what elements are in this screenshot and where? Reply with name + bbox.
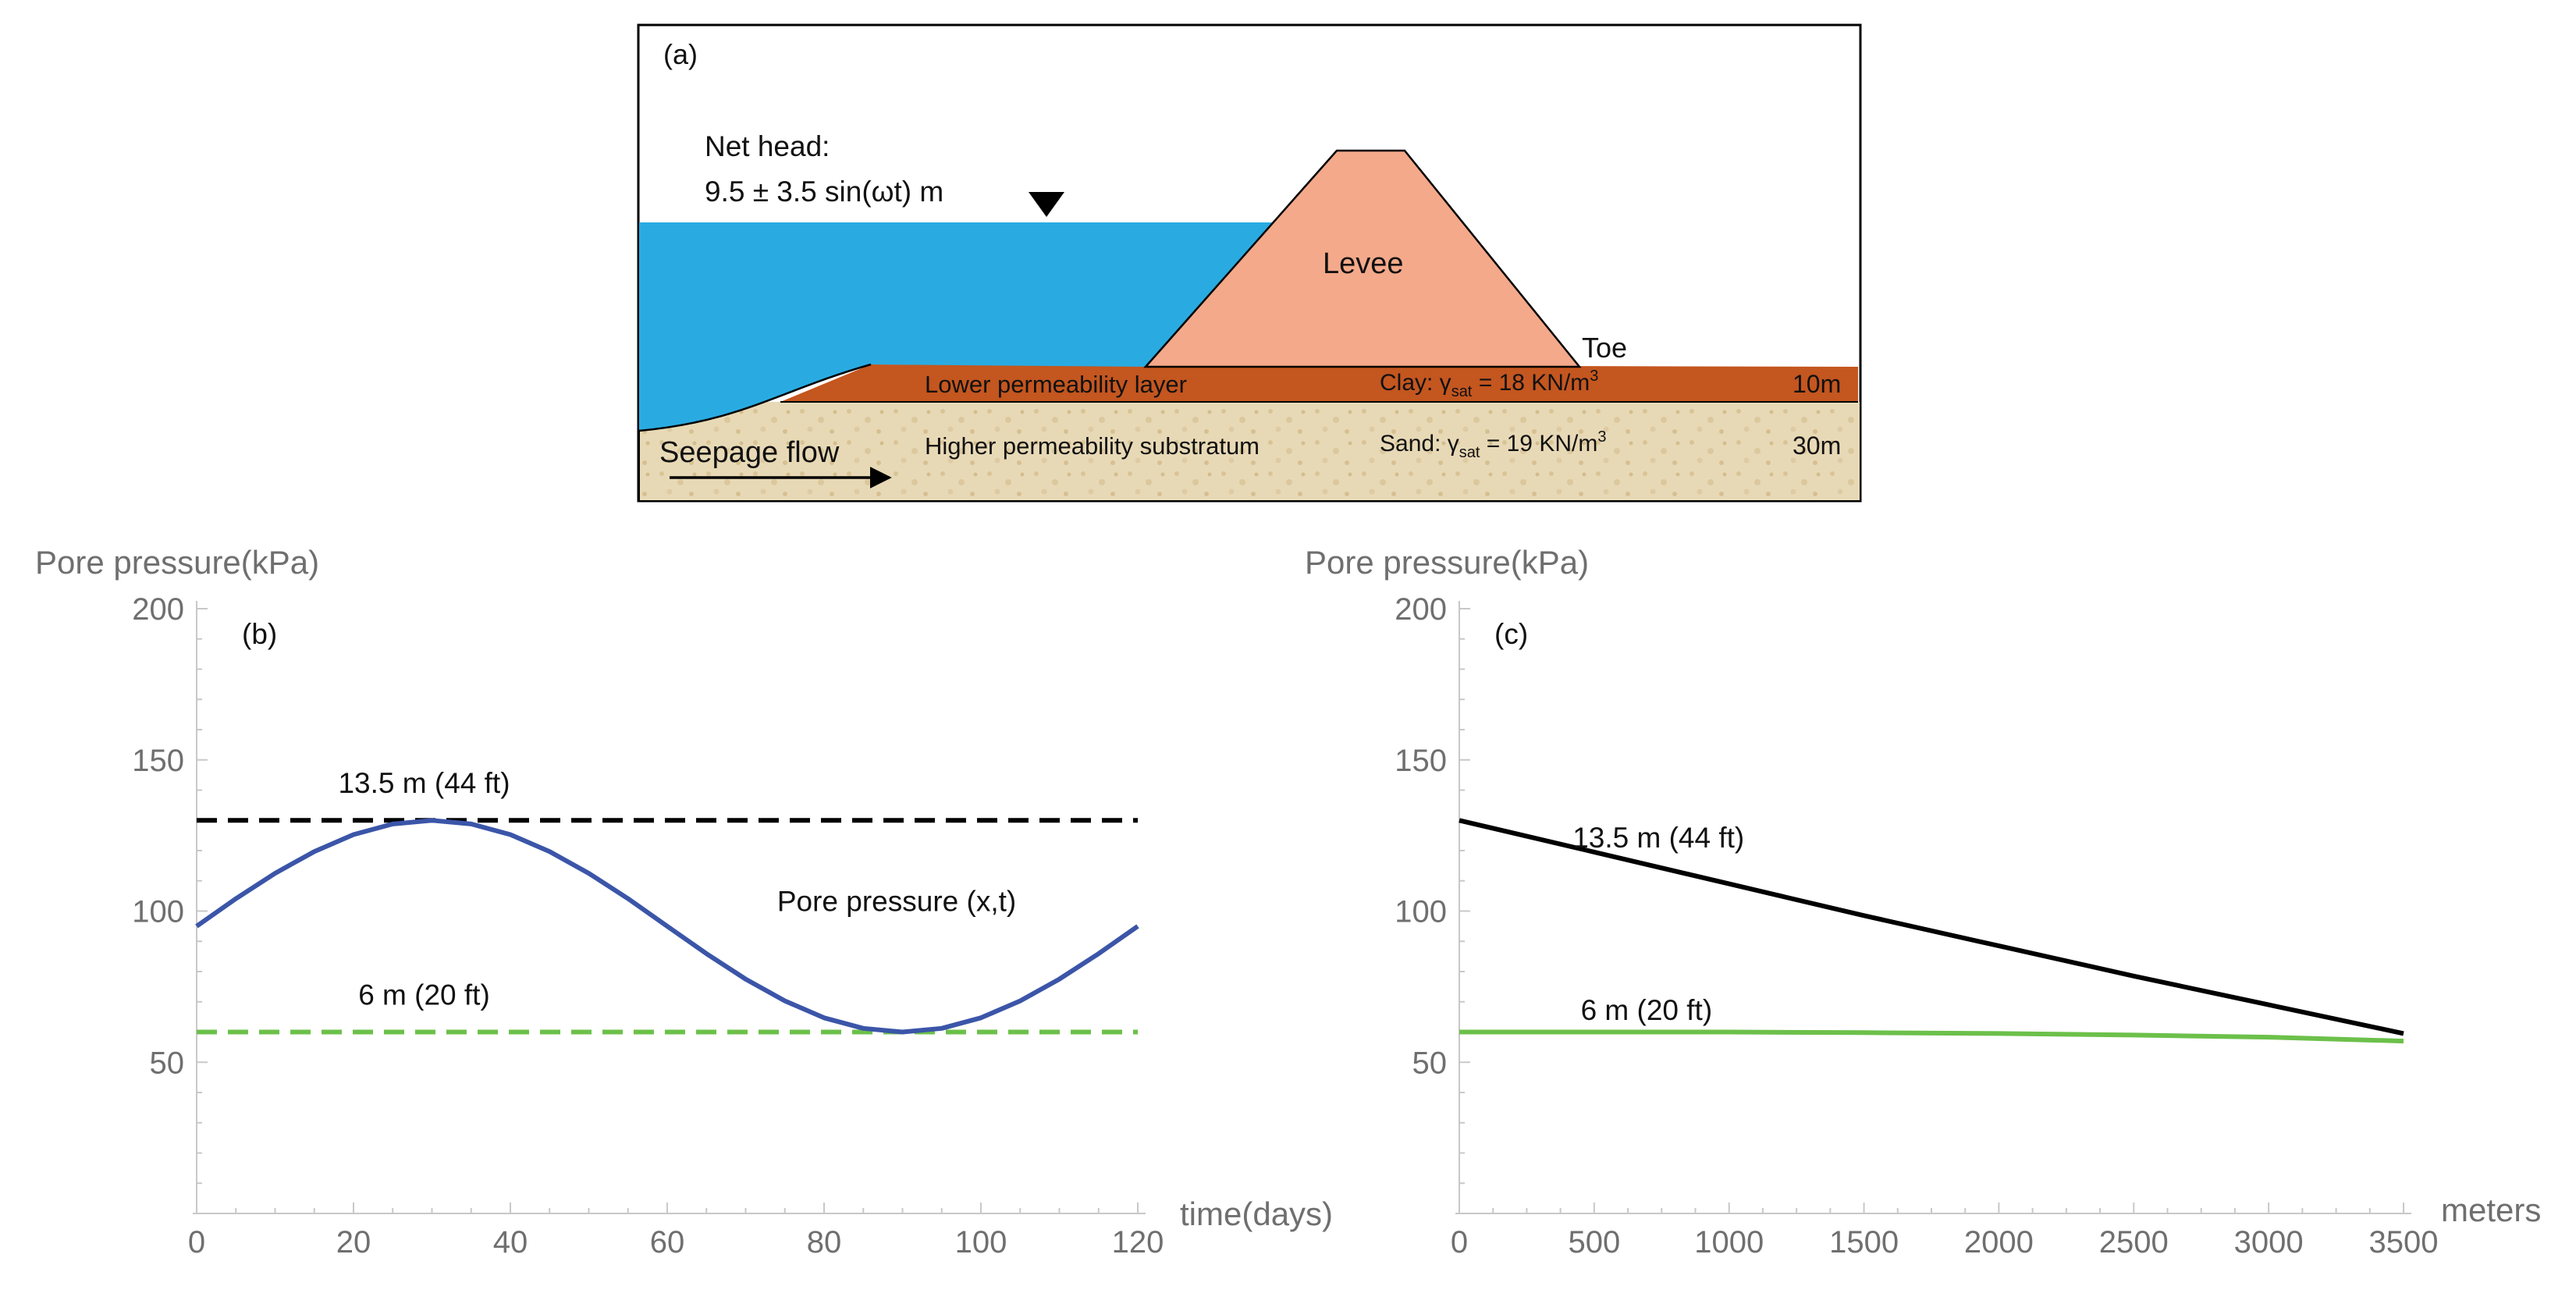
sand-prop-sub: sat (1459, 444, 1480, 461)
y-tick-label: 150 (1395, 744, 1447, 778)
x-tick-label: 60 (650, 1225, 685, 1259)
water-body (639, 222, 1288, 431)
clay-prop-value: = 18 KN/m (1472, 370, 1590, 396)
series-line (195, 818, 1139, 1035)
y-tick-label: 50 (150, 1046, 185, 1080)
x-tick-label: 100 (955, 1225, 1007, 1259)
panel-label: (c) (1494, 618, 1528, 650)
seepage-label: Seepage flow (659, 436, 840, 469)
net-head-label: Net head: (705, 130, 830, 162)
chart-b-pore-pressure-vs-time: 50 100 150 200 0 20 40 60 80 100 120 Pore pressure(… (35, 544, 1333, 1259)
y-tick-label: 200 (132, 592, 184, 627)
x-tick-label: 2500 (2099, 1225, 2169, 1259)
y-tick-label: 50 (1412, 1046, 1448, 1080)
x-tick-label: 40 (493, 1225, 528, 1259)
sand-thickness: 30m (1793, 432, 1841, 460)
series-line (1459, 1029, 2404, 1044)
x-tick-label: 1000 (1694, 1225, 1764, 1259)
y-axis-title: Pore pressure(kPa) (35, 544, 319, 581)
clay-thickness: 10m (1793, 370, 1841, 398)
sand-prop-sup: 3 (1597, 428, 1606, 446)
sand-prop-value: = 19 KN/m (1480, 431, 1597, 457)
levee-schematic: (a) Net head: 9.5 ± 3.5 sin(ωt) m Levee … (637, 23, 1862, 503)
levee-body (1143, 149, 1582, 368)
series-annotation: 13.5 m (44 ft) (1572, 822, 1744, 854)
water-level-icon (1029, 192, 1064, 217)
panel-label-a: (a) (663, 38, 698, 70)
x-tick-label: 2000 (1964, 1225, 2034, 1259)
sand-prop-prefix: Sand: γ (1380, 431, 1459, 457)
y-tick-label: 150 (132, 744, 184, 778)
x-tick-label: 80 (807, 1225, 842, 1259)
x-tick-label: 500 (1568, 1225, 1620, 1259)
clay-prop-prefix: Clay: γ (1380, 370, 1451, 396)
levee-label: Levee (1323, 247, 1404, 280)
clay-layer-label: Lower permeability layer (925, 371, 1187, 398)
x-tick-label: 20 (336, 1225, 371, 1259)
x-tick-label: 0 (1451, 1225, 1468, 1259)
net-head-formula: 9.5 ± 3.5 sin(ωt) m (705, 176, 943, 208)
toe-label: Toe (1582, 332, 1627, 364)
clay-prop-sub: sat (1451, 383, 1473, 400)
clay-properties: Clay: γsat = 18 KN/m3 (1380, 368, 1598, 400)
sand-properties: Sand: γsat = 19 KN/m3 (1380, 428, 1606, 461)
x-tick-label: 0 (188, 1225, 205, 1259)
series-annotation: 6 m (20 ft) (1581, 994, 1713, 1026)
series-annotation: 13.5 m (44 ft) (338, 767, 510, 799)
y-tick-label: 100 (1395, 895, 1447, 929)
clay-prop-sup: 3 (1590, 368, 1598, 385)
series-annotation: Pore pressure (x,t) (777, 886, 1016, 918)
x-tick-label: 1500 (1829, 1225, 1899, 1259)
x-tick-label: 3500 (2369, 1225, 2439, 1259)
x-axis-title: meters (2441, 1192, 2541, 1228)
x-axis-title: time(days) (1180, 1196, 1333, 1232)
y-tick-label: 100 (132, 895, 184, 929)
sand-substratum (639, 402, 1860, 500)
sand-layer-label: Higher permeability substratum (925, 432, 1260, 460)
series-annotation: 6 m (20 ft) (358, 979, 490, 1011)
clay-layer (780, 364, 1858, 402)
x-tick-label: 120 (1112, 1225, 1164, 1259)
panel-label: (b) (242, 618, 277, 650)
y-tick-label: 200 (1395, 592, 1447, 627)
x-tick-label: 3000 (2234, 1225, 2304, 1259)
riverbed-line (638, 363, 872, 432)
series-line (1459, 818, 2404, 1036)
y-axis-title: Pore pressure(kPa) (1305, 544, 1589, 581)
